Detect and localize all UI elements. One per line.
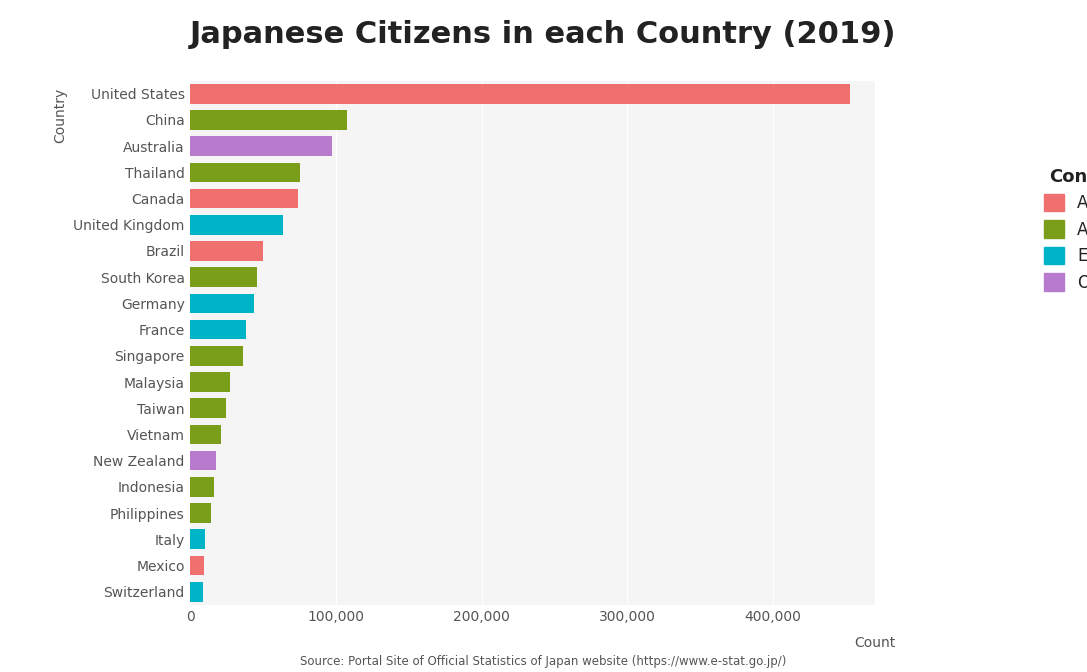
Text: Source: Portal Site of Official Statistics of Japan website (https://www.e-stat.: Source: Portal Site of Official Statisti… <box>300 655 787 668</box>
Bar <box>190 267 258 287</box>
Legend: Americas, Asia, Europe, Oceania: Americas, Asia, Europe, Oceania <box>1044 167 1087 292</box>
Bar <box>190 556 204 575</box>
Text: Country: Country <box>53 87 66 142</box>
Text: Japanese Citizens in each Country (2019): Japanese Citizens in each Country (2019) <box>190 20 897 49</box>
Bar <box>190 582 202 601</box>
Bar <box>190 110 347 130</box>
Bar <box>190 294 254 313</box>
Bar <box>190 530 204 549</box>
Bar <box>190 189 298 208</box>
Bar <box>190 503 211 523</box>
Bar <box>190 451 216 470</box>
Bar <box>190 163 300 182</box>
Bar <box>190 477 214 497</box>
Bar <box>190 241 263 261</box>
Bar <box>190 398 226 418</box>
X-axis label: Count: Count <box>854 636 896 650</box>
Bar <box>190 320 247 339</box>
Bar <box>190 136 332 156</box>
Bar <box>190 84 850 103</box>
Bar <box>190 215 283 235</box>
Bar <box>190 372 229 392</box>
Bar <box>190 425 222 444</box>
Bar <box>190 346 242 366</box>
